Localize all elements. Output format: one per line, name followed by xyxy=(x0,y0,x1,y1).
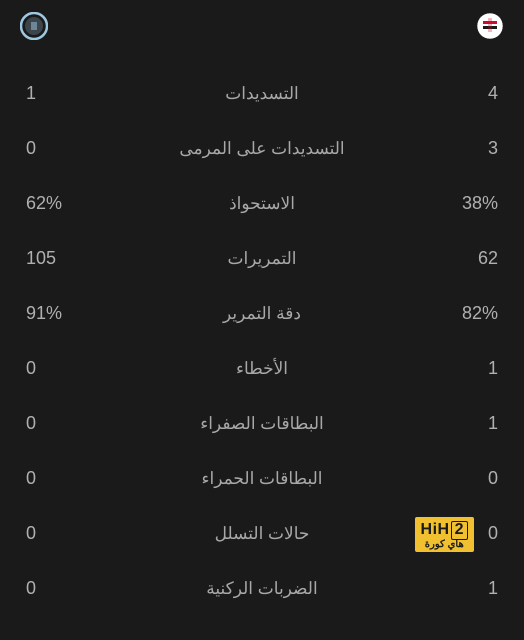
stat-away-value: 0 xyxy=(26,358,86,379)
stat-row: 3 التسديدات على المرمى 0 xyxy=(26,121,498,176)
stat-row: 62 التمريرات 105 xyxy=(26,231,498,286)
stat-label: التسديدات xyxy=(86,84,438,104)
stat-label: الاستحواذ xyxy=(86,194,438,214)
stat-row: 1 البطاقات الصفراء 0 xyxy=(26,396,498,451)
stat-away-value: 0 xyxy=(26,523,86,544)
watermark-badge: HiH2 هاي كورة xyxy=(415,517,474,552)
stat-away-value: 0 xyxy=(26,413,86,434)
stat-home-value: 1 xyxy=(438,413,498,434)
stat-away-value: 0 xyxy=(26,138,86,159)
stat-home-value: 1 xyxy=(438,358,498,379)
stat-label: حالات التسلل xyxy=(86,524,438,544)
watermark-suffix: 2 xyxy=(451,521,468,540)
stat-away-value: 0 xyxy=(26,468,86,489)
stat-row: 0 البطاقات الحمراء 0 xyxy=(26,451,498,506)
stat-home-value: 4 xyxy=(438,83,498,104)
away-team-badge xyxy=(20,12,48,40)
stat-label: التسديدات على المرمى xyxy=(86,139,438,159)
stat-home-value: 62 xyxy=(438,248,498,269)
watermark-title: HiH2 xyxy=(421,521,468,540)
stat-row: 38% الاستحواذ 62% xyxy=(26,176,498,231)
stat-away-value: 62% xyxy=(26,193,86,214)
stat-away-value: 0 xyxy=(26,578,86,599)
stat-label: البطاقات الصفراء xyxy=(86,414,438,434)
watermark-subtitle: هاي كورة xyxy=(421,540,468,551)
stat-home-value: 82% xyxy=(438,303,498,324)
stat-away-value: 1 xyxy=(26,83,86,104)
stat-away-value: 105 xyxy=(26,248,86,269)
stat-label: التمريرات xyxy=(86,249,438,269)
stat-row: 1 الأخطاء 0 xyxy=(26,341,498,396)
stat-home-value: 1 xyxy=(438,578,498,599)
home-team-badge xyxy=(476,12,504,40)
stat-label: دقة التمرير xyxy=(86,304,438,324)
stat-home-value: 0 xyxy=(438,468,498,489)
stat-away-value: 91% xyxy=(26,303,86,324)
teams-header xyxy=(0,0,524,48)
stat-label: الضربات الركنية xyxy=(86,579,438,599)
stat-home-value: 38% xyxy=(438,193,498,214)
watermark-prefix: HiH xyxy=(421,521,450,538)
stat-home-value: 3 xyxy=(438,138,498,159)
stat-label: الأخطاء xyxy=(86,359,438,379)
stat-row: 4 التسديدات 1 xyxy=(26,66,498,121)
stat-row: 1 الضربات الركنية 0 xyxy=(26,561,498,616)
stat-label: البطاقات الحمراء xyxy=(86,469,438,489)
stat-row: 82% دقة التمرير 91% xyxy=(26,286,498,341)
